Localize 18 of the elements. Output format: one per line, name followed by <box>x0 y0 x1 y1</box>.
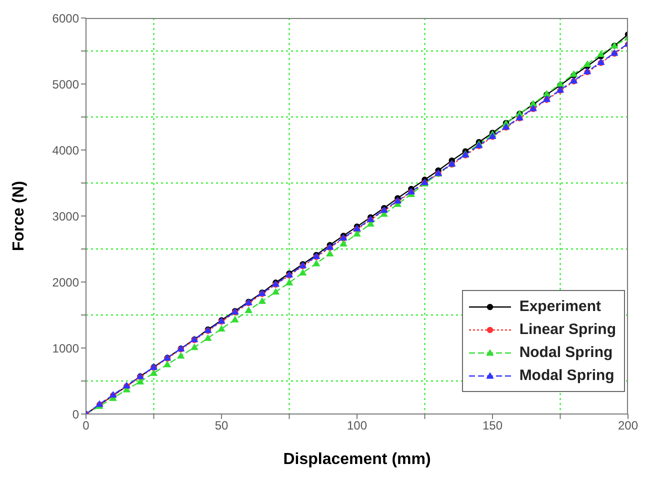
x-tick-label: 50 <box>214 418 228 433</box>
y-axis-title: Force (N) <box>10 180 28 252</box>
legend-label: Experiment <box>519 298 602 315</box>
y-tick-label: 6000 <box>52 11 80 26</box>
legend-label: Linear Spring <box>519 321 616 338</box>
y-tick-label: 5000 <box>52 77 80 92</box>
x-tick-label: 100 <box>346 418 368 433</box>
y-tick-label: 0 <box>72 407 80 422</box>
x-tick-label: 200 <box>618 418 638 433</box>
x-axis-title: Displacement (mm) <box>283 451 431 468</box>
x-tick-label: 150 <box>482 418 503 433</box>
y-tick-label: 4000 <box>52 143 80 158</box>
legend-label: Modal Spring <box>519 367 614 384</box>
y-tick-label: 1000 <box>52 341 80 356</box>
x-tick-label: 0 <box>82 418 90 433</box>
y-tick-label: 2000 <box>52 275 80 290</box>
y-tick-label: 3000 <box>52 209 80 224</box>
legend-label: Nodal Spring <box>519 344 613 361</box>
